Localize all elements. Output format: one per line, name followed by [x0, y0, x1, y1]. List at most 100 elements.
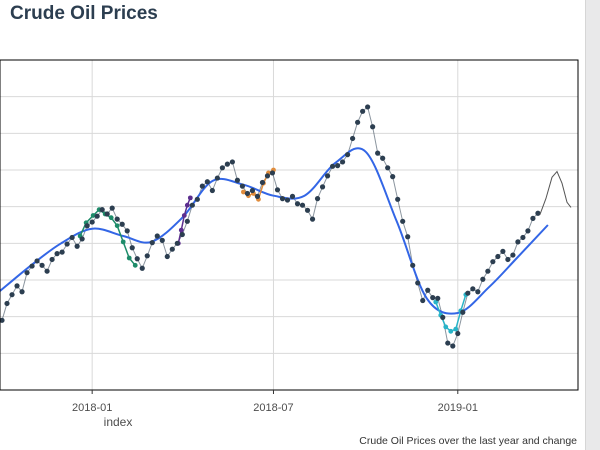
data-point	[400, 218, 406, 224]
data-point	[490, 259, 496, 265]
segment-green-point	[90, 213, 96, 218]
data-point	[274, 187, 281, 193]
data-point	[284, 197, 291, 203]
data-point	[339, 159, 346, 165]
data-point	[420, 297, 426, 304]
data-point	[505, 256, 511, 263]
data-point	[309, 216, 316, 222]
data-point	[405, 234, 411, 240]
data-point	[0, 317, 5, 323]
data-point	[259, 179, 266, 186]
data-point	[204, 179, 210, 185]
segment-orange-point	[241, 189, 246, 195]
data-point	[94, 213, 100, 219]
data-point	[184, 218, 190, 224]
data-point	[54, 251, 60, 257]
data-point	[249, 187, 256, 194]
data-point	[129, 245, 135, 251]
forecast-line	[539, 170, 572, 215]
scrollbar[interactable]	[585, 0, 600, 450]
x-tick-label: 2018-01	[72, 402, 112, 414]
data-point	[189, 202, 195, 208]
data-point	[109, 205, 115, 211]
data-point	[139, 265, 145, 271]
data-point	[9, 292, 15, 298]
data-point	[174, 240, 180, 246]
data-point	[14, 283, 20, 289]
data-point	[365, 104, 371, 110]
data-point	[169, 246, 175, 252]
data-point	[209, 187, 215, 194]
data-point	[375, 150, 381, 156]
data-point	[34, 258, 40, 264]
data-point	[69, 234, 75, 241]
data-point	[329, 163, 336, 169]
data-point	[64, 241, 70, 247]
data-point	[390, 174, 396, 180]
data-point	[319, 184, 326, 190]
data-point	[455, 330, 461, 337]
data-point	[510, 252, 516, 258]
data-point	[219, 165, 225, 171]
data-point	[119, 221, 125, 227]
segment-green-point	[120, 239, 126, 245]
data-point	[74, 243, 80, 249]
segment-purple-point	[187, 195, 193, 201]
data-point	[460, 309, 466, 315]
data-point	[194, 196, 200, 202]
trend-line	[0, 147, 549, 315]
x-tick-label: 2019-01	[438, 402, 478, 414]
segment-purple-point	[184, 202, 190, 208]
segment-teal-point	[453, 326, 459, 332]
data-point	[370, 124, 376, 130]
data-point	[89, 219, 95, 225]
data-point	[4, 300, 10, 307]
data-point	[154, 233, 160, 239]
x-axis-title: index	[104, 415, 133, 429]
x-tick-label: 2018-07	[253, 402, 293, 414]
plot-border	[0, 59, 579, 391]
data-point	[149, 240, 155, 246]
plot-background	[0, 60, 578, 390]
data-point	[294, 201, 301, 207]
data-point	[199, 183, 205, 189]
data-point	[79, 236, 85, 242]
x-axis: 2018-01 2018-07 2019-01	[72, 390, 478, 414]
series	[0, 104, 572, 349]
chart-area: 2018-01 2018-07 2019-01 index Crude Oil Pr…	[0, 59, 579, 447]
data-point	[84, 223, 90, 229]
data-point	[520, 234, 526, 241]
data-point	[535, 210, 541, 216]
data-point	[355, 119, 361, 125]
segment-teal-point	[448, 328, 454, 334]
segment-teal-point	[443, 324, 449, 330]
data-point	[269, 170, 276, 176]
data-point	[144, 253, 150, 259]
data-point	[445, 340, 451, 346]
data-point	[59, 249, 65, 255]
data-point	[495, 253, 501, 260]
segment-purple-point	[181, 213, 187, 218]
data-point	[24, 270, 30, 276]
segment-green-point	[132, 262, 138, 268]
data-point	[104, 211, 110, 217]
data-point	[264, 173, 271, 179]
segment-purple-point	[178, 227, 184, 233]
data-point	[244, 190, 251, 197]
data-point	[234, 177, 241, 183]
data-point	[515, 239, 521, 245]
data-point	[214, 175, 220, 181]
data-point	[279, 196, 286, 202]
data-point	[440, 314, 446, 320]
data-point	[224, 161, 230, 167]
data-point	[124, 228, 130, 234]
data-point	[304, 207, 311, 213]
data-point	[435, 295, 441, 301]
chart-title: Crude Oil Prices	[10, 3, 158, 24]
data-point	[415, 280, 421, 286]
chart-caption: Crude Oil Prices over the last year and …	[359, 435, 577, 447]
data-point	[44, 268, 50, 274]
data-point	[29, 263, 35, 269]
data-point	[465, 290, 471, 296]
data-point	[470, 286, 476, 292]
